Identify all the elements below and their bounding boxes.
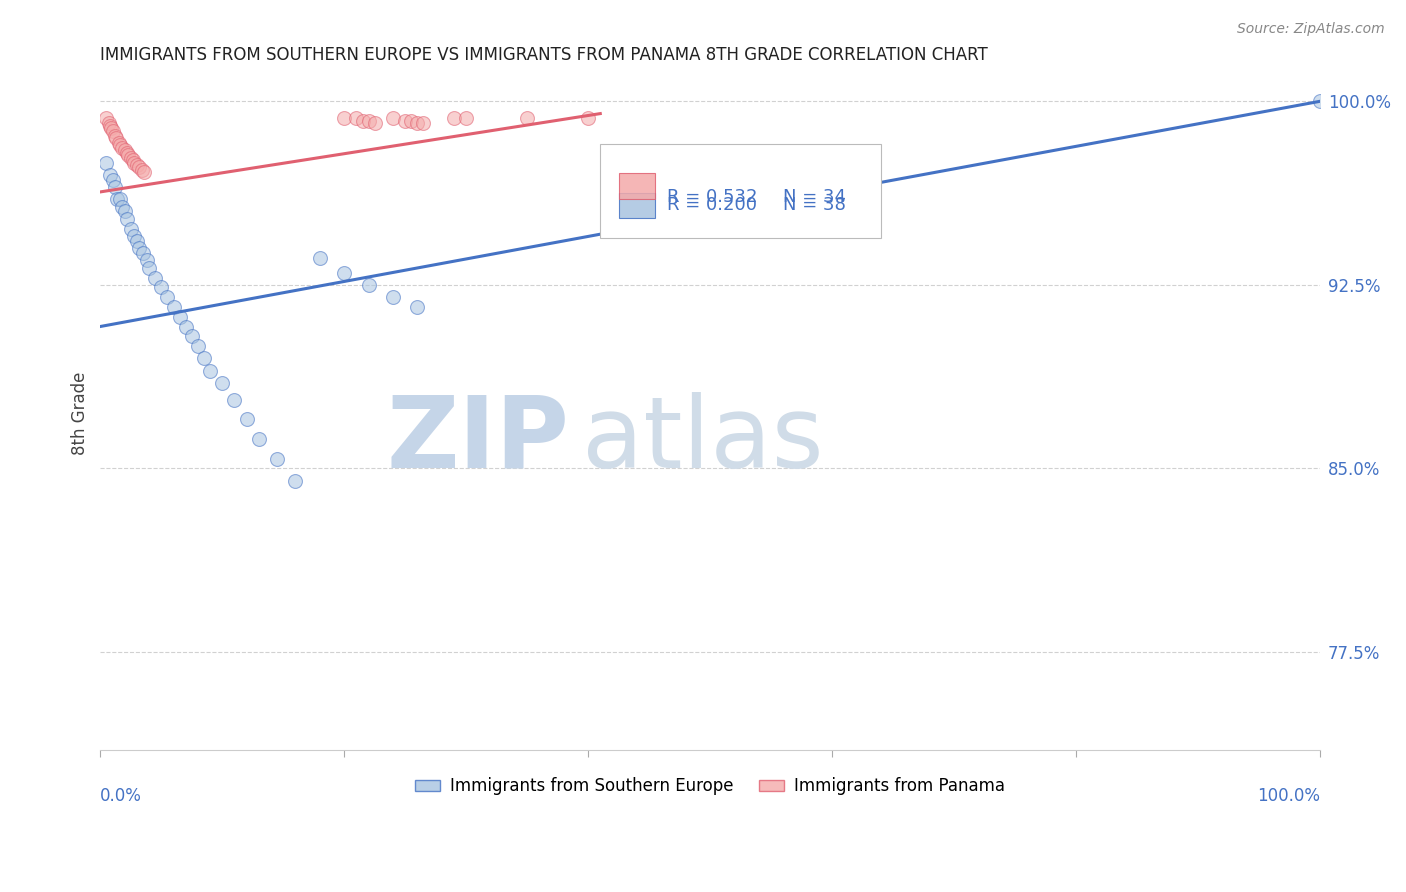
FancyBboxPatch shape (619, 173, 655, 199)
Point (128, 161, 150, 175)
Point (357, 114, 380, 128)
Point (247, 432, 270, 446)
Text: R = 0.200: R = 0.200 (668, 196, 758, 214)
Point (1309, 95, 1331, 109)
Point (114, 204, 136, 219)
Text: N = 34: N = 34 (783, 188, 846, 206)
Point (394, 114, 416, 128)
Point (344, 112, 367, 126)
Point (198, 363, 221, 377)
Point (115, 145, 138, 160)
Point (138, 260, 160, 275)
Point (105, 131, 128, 145)
Point (187, 339, 209, 353)
Point (122, 153, 145, 167)
Point (104, 180, 127, 194)
Point (284, 474, 307, 488)
Point (114, 144, 136, 158)
Point (117, 148, 139, 162)
Point (357, 277, 380, 292)
Point (308, 251, 330, 265)
Point (180, 329, 202, 343)
Point (443, 112, 465, 126)
Point (266, 451, 288, 466)
Point (108, 192, 131, 206)
Point (132, 246, 155, 260)
Point (352, 114, 374, 128)
Text: R = 0.532: R = 0.532 (668, 188, 758, 206)
Text: ZIP: ZIP (387, 392, 569, 489)
Point (456, 112, 478, 126)
Point (174, 319, 197, 334)
Point (120, 151, 142, 165)
Point (169, 310, 191, 324)
Point (134, 165, 156, 179)
Point (96, 112, 118, 126)
Point (96, 155, 118, 169)
Point (516, 112, 538, 126)
Y-axis label: 8th Grade: 8th Grade (72, 372, 89, 455)
Point (125, 158, 148, 172)
Point (128, 241, 150, 255)
Point (97, 116, 120, 130)
Point (104, 128, 127, 143)
Point (124, 155, 146, 169)
Point (150, 280, 173, 294)
Point (235, 412, 257, 426)
Text: 0.0%: 0.0% (100, 787, 142, 805)
Point (143, 270, 166, 285)
Point (120, 221, 142, 235)
Point (401, 114, 423, 128)
FancyBboxPatch shape (600, 145, 880, 238)
Point (406, 300, 429, 314)
Point (412, 116, 434, 130)
Point (333, 112, 356, 126)
Text: IMMIGRANTS FROM SOUTHERN EUROPE VS IMMIGRANTS FROM PANAMA 8TH GRADE CORRELATION : IMMIGRANTS FROM SOUTHERN EUROPE VS IMMIG… (100, 46, 988, 64)
Point (224, 392, 246, 407)
Point (108, 138, 131, 153)
Point (101, 172, 124, 186)
Point (111, 141, 134, 155)
FancyBboxPatch shape (619, 193, 655, 219)
Point (193, 351, 215, 366)
Point (98, 168, 121, 182)
Point (135, 253, 157, 268)
Text: atlas: atlas (582, 392, 824, 489)
Point (100, 121, 122, 136)
Point (98, 119, 121, 133)
Point (107, 192, 129, 206)
Point (101, 124, 124, 138)
Point (111, 200, 134, 214)
Point (115, 211, 138, 226)
Point (107, 136, 129, 150)
Point (156, 290, 179, 304)
Point (382, 112, 405, 126)
Point (131, 162, 153, 177)
Point (406, 116, 429, 130)
Point (363, 116, 385, 130)
Point (124, 229, 146, 244)
Point (576, 112, 599, 126)
Point (162, 300, 184, 314)
Point (125, 234, 148, 248)
Text: 100.0%: 100.0% (1257, 787, 1320, 805)
Legend: Immigrants from Southern Europe, Immigrants from Panama: Immigrants from Southern Europe, Immigra… (409, 771, 1011, 802)
Text: Source: ZipAtlas.com: Source: ZipAtlas.com (1237, 22, 1385, 37)
Point (211, 376, 233, 390)
Point (333, 266, 356, 280)
Text: N = 38: N = 38 (783, 196, 846, 214)
Point (382, 290, 405, 304)
